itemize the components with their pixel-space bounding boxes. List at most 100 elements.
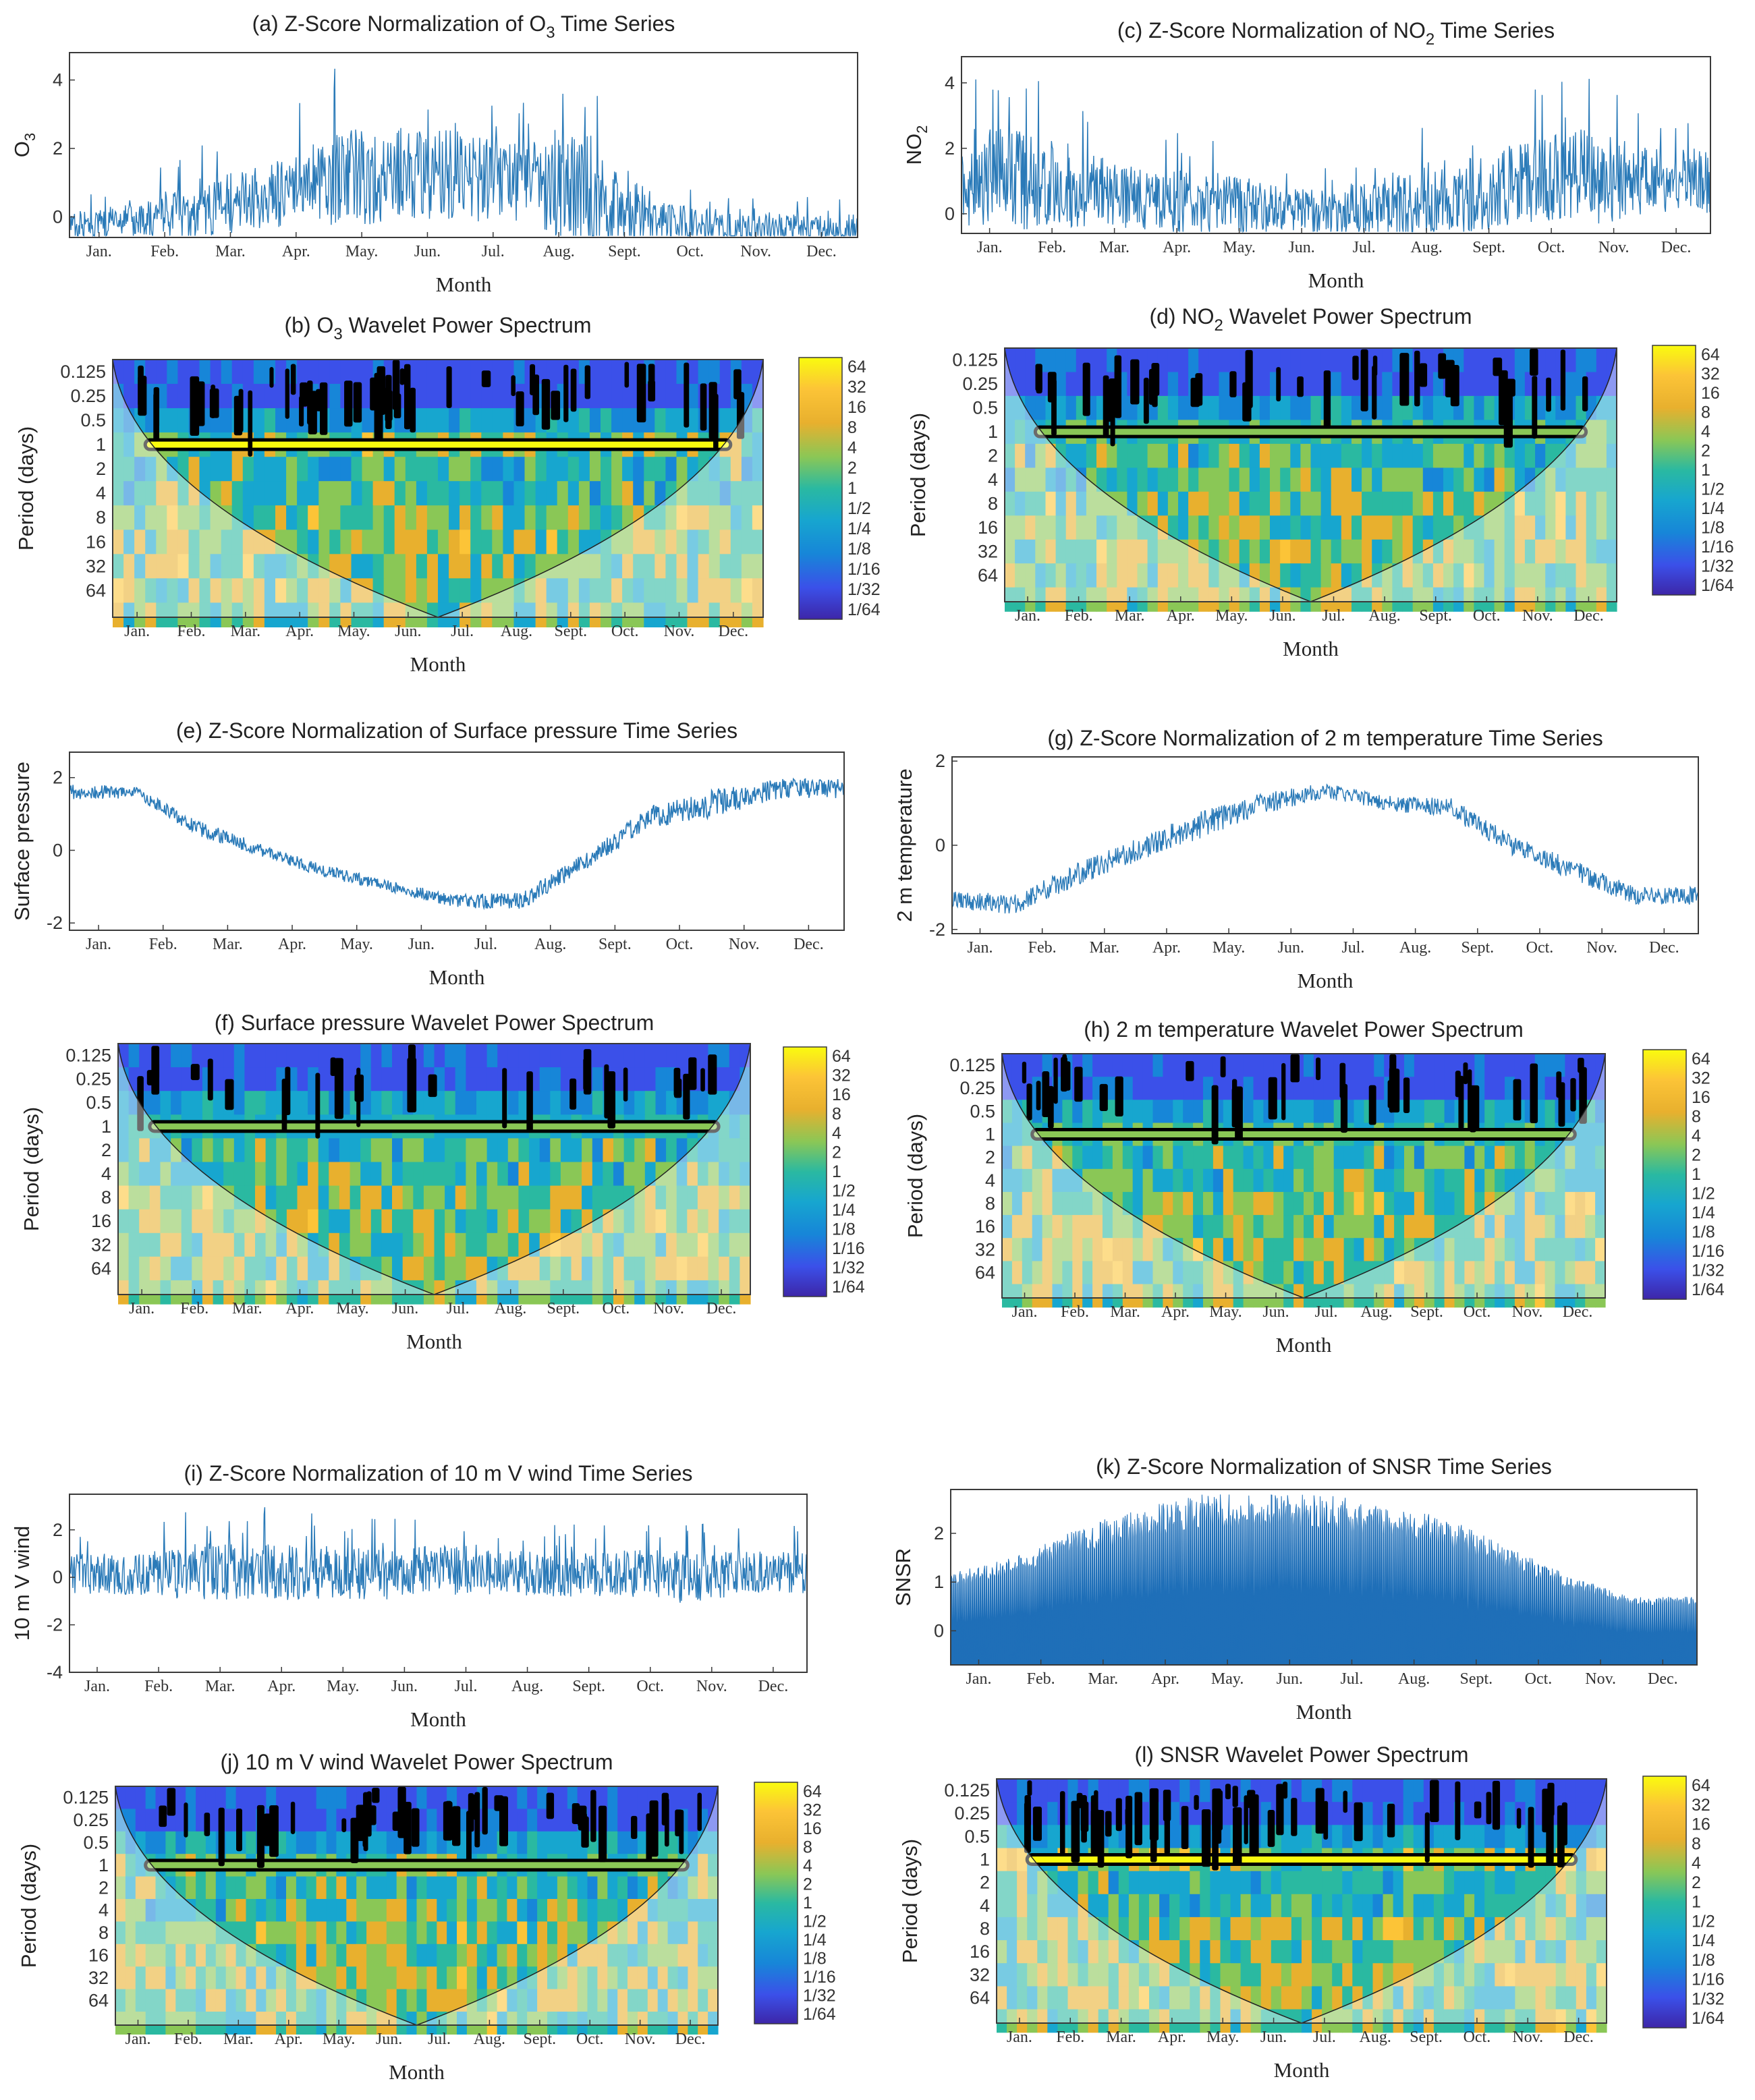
period-tick-label-b: 0.5 — [80, 410, 106, 430]
power-cell — [637, 1876, 648, 1900]
power-cell — [1565, 348, 1577, 373]
power-cell — [1283, 1238, 1294, 1261]
power-cell — [318, 602, 330, 627]
significance-blob — [570, 368, 577, 412]
power-cell — [264, 384, 276, 409]
power-cell — [1432, 443, 1444, 468]
power-cell — [1281, 1963, 1292, 1987]
power-cell — [231, 578, 244, 603]
power-cell — [405, 505, 417, 530]
power-cell — [318, 1044, 329, 1068]
month-tick-d: Mar. — [1115, 607, 1145, 625]
power-cell — [366, 1921, 377, 1945]
power-cell — [486, 1809, 498, 1832]
period-tick-label-j: 32 — [88, 1968, 109, 1988]
power-cell — [524, 554, 536, 579]
power-cell — [246, 1899, 256, 1922]
power-cell — [634, 1162, 646, 1187]
significance-blob — [474, 1794, 479, 1821]
power-cell — [1147, 491, 1159, 516]
power-cell — [1443, 1779, 1455, 1803]
power-cell — [1372, 1940, 1384, 1964]
power-cell — [264, 578, 276, 603]
power-cell — [1382, 372, 1393, 397]
power-cell — [1402, 467, 1414, 492]
significance-blob — [1506, 378, 1515, 397]
power-cell — [546, 602, 558, 627]
power-cell — [476, 1067, 488, 1091]
power-cell — [1383, 1940, 1394, 1964]
significance-blob — [1582, 376, 1588, 412]
significance-blob — [184, 1803, 188, 1838]
power-cell — [1372, 539, 1383, 564]
power-cell — [1132, 1191, 1144, 1216]
power-cell — [423, 1138, 435, 1163]
power-cell — [633, 530, 644, 555]
power-cell — [145, 578, 157, 603]
power-cell — [297, 1091, 308, 1115]
power-cell — [306, 1786, 317, 1809]
power-cell — [276, 1162, 287, 1187]
power-cell — [571, 1162, 582, 1187]
x-axis-label-a: Month — [436, 273, 492, 296]
power-cell — [242, 505, 254, 530]
power-cell — [275, 505, 287, 530]
power-cell — [1293, 1100, 1304, 1124]
power-cell — [1132, 1100, 1144, 1124]
significance-blob — [1470, 1085, 1480, 1130]
power-cell — [351, 481, 363, 506]
power-cell — [457, 1921, 468, 1945]
power-cell — [698, 530, 710, 555]
power-cell — [199, 578, 211, 603]
power-cell — [1159, 1871, 1170, 1895]
power-cell — [1076, 443, 1087, 468]
power-cell — [221, 554, 233, 579]
power-cell — [633, 602, 644, 627]
power-cell — [308, 602, 319, 627]
power-cell — [1283, 1145, 1294, 1170]
power-cell — [1313, 1168, 1325, 1193]
month-tick-c: Sept. — [1472, 239, 1505, 256]
power-cell — [623, 1162, 635, 1187]
power-cell — [1271, 1917, 1282, 1941]
power-cell — [457, 1899, 468, 1922]
power-cell — [1312, 1871, 1322, 1895]
power-cell — [550, 1044, 561, 1068]
power-cell — [524, 457, 536, 482]
power-cell — [413, 1256, 424, 1281]
month-tick-d: Sept. — [1419, 607, 1452, 625]
power-cell — [486, 1966, 498, 1990]
power-cell — [286, 505, 298, 530]
power-cell — [1413, 1940, 1424, 1964]
power-cell — [1474, 1871, 1485, 1895]
power-cell — [223, 1138, 235, 1163]
power-cell — [426, 408, 439, 433]
power-cell — [517, 1809, 528, 1832]
power-cell — [449, 457, 460, 482]
power-cell — [497, 1232, 509, 1257]
power-cell — [381, 1185, 393, 1210]
power-cell — [613, 1138, 625, 1163]
power-cell — [350, 1209, 361, 1234]
power-cell — [1304, 1191, 1314, 1216]
power-cell — [1352, 1871, 1363, 1895]
power-cell — [644, 1044, 656, 1068]
power-cell — [1203, 1145, 1214, 1170]
power-cell — [719, 554, 731, 579]
month-tick-h: Mar. — [1110, 1303, 1140, 1321]
colorbar-tick-label-d: 4 — [1701, 422, 1710, 441]
power-cell — [286, 602, 298, 627]
month-tick-i: Jul. — [454, 1678, 477, 1695]
power-cell — [416, 1876, 427, 1900]
power-cell — [613, 1044, 625, 1068]
power-cell — [396, 1921, 408, 1945]
power-cell — [308, 578, 319, 603]
power-cell — [457, 1876, 468, 1900]
power-cell — [1464, 348, 1474, 373]
power-cell — [318, 1138, 329, 1163]
power-cell — [1341, 443, 1352, 468]
power-cell — [351, 360, 363, 385]
power-cell — [1343, 1191, 1355, 1216]
